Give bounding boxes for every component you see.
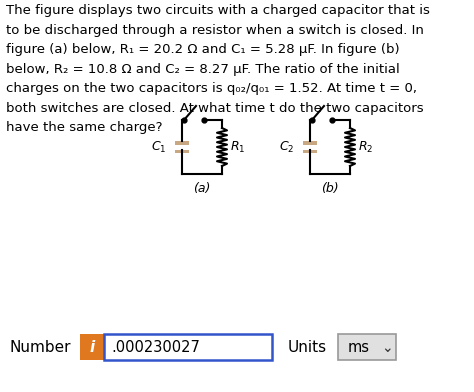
Text: Units: Units bbox=[288, 339, 327, 354]
Text: to be discharged through a resistor when a switch is closed. In: to be discharged through a resistor when… bbox=[6, 24, 424, 36]
Text: charges on the two capacitors is q₀₂/q₀₁ = 1.52. At time t = 0,: charges on the two capacitors is q₀₂/q₀₁… bbox=[6, 82, 417, 95]
FancyBboxPatch shape bbox=[338, 334, 396, 360]
Text: .000230027: .000230027 bbox=[111, 339, 200, 354]
Text: both switches are closed. At what time t do the two capacitors: both switches are closed. At what time t… bbox=[6, 102, 424, 114]
Text: $R_1$: $R_1$ bbox=[230, 140, 246, 154]
Text: The figure displays two circuits with a charged capacitor that is: The figure displays two circuits with a … bbox=[6, 4, 430, 17]
Text: $C_2$: $C_2$ bbox=[279, 140, 294, 154]
Text: ms: ms bbox=[348, 339, 370, 354]
Text: have the same charge?: have the same charge? bbox=[6, 121, 163, 134]
Bar bbox=[303, 141, 317, 145]
Text: ⌄: ⌄ bbox=[381, 341, 393, 355]
Text: (a): (a) bbox=[193, 182, 210, 195]
Text: (b): (b) bbox=[321, 182, 339, 195]
Text: Number: Number bbox=[10, 339, 72, 354]
Text: i: i bbox=[90, 339, 95, 354]
Bar bbox=[175, 149, 189, 153]
Text: figure (a) below, R₁ = 20.2 Ω and C₁ = 5.28 μF. In figure (b): figure (a) below, R₁ = 20.2 Ω and C₁ = 5… bbox=[6, 43, 400, 56]
Text: $C_1$: $C_1$ bbox=[151, 140, 166, 154]
FancyBboxPatch shape bbox=[80, 334, 104, 360]
Text: $R_2$: $R_2$ bbox=[358, 140, 374, 154]
Bar bbox=[303, 149, 317, 153]
Text: below, R₂ = 10.8 Ω and C₂ = 8.27 μF. The ratio of the initial: below, R₂ = 10.8 Ω and C₂ = 8.27 μF. The… bbox=[6, 62, 400, 76]
FancyBboxPatch shape bbox=[104, 334, 272, 360]
Bar bbox=[175, 141, 189, 145]
